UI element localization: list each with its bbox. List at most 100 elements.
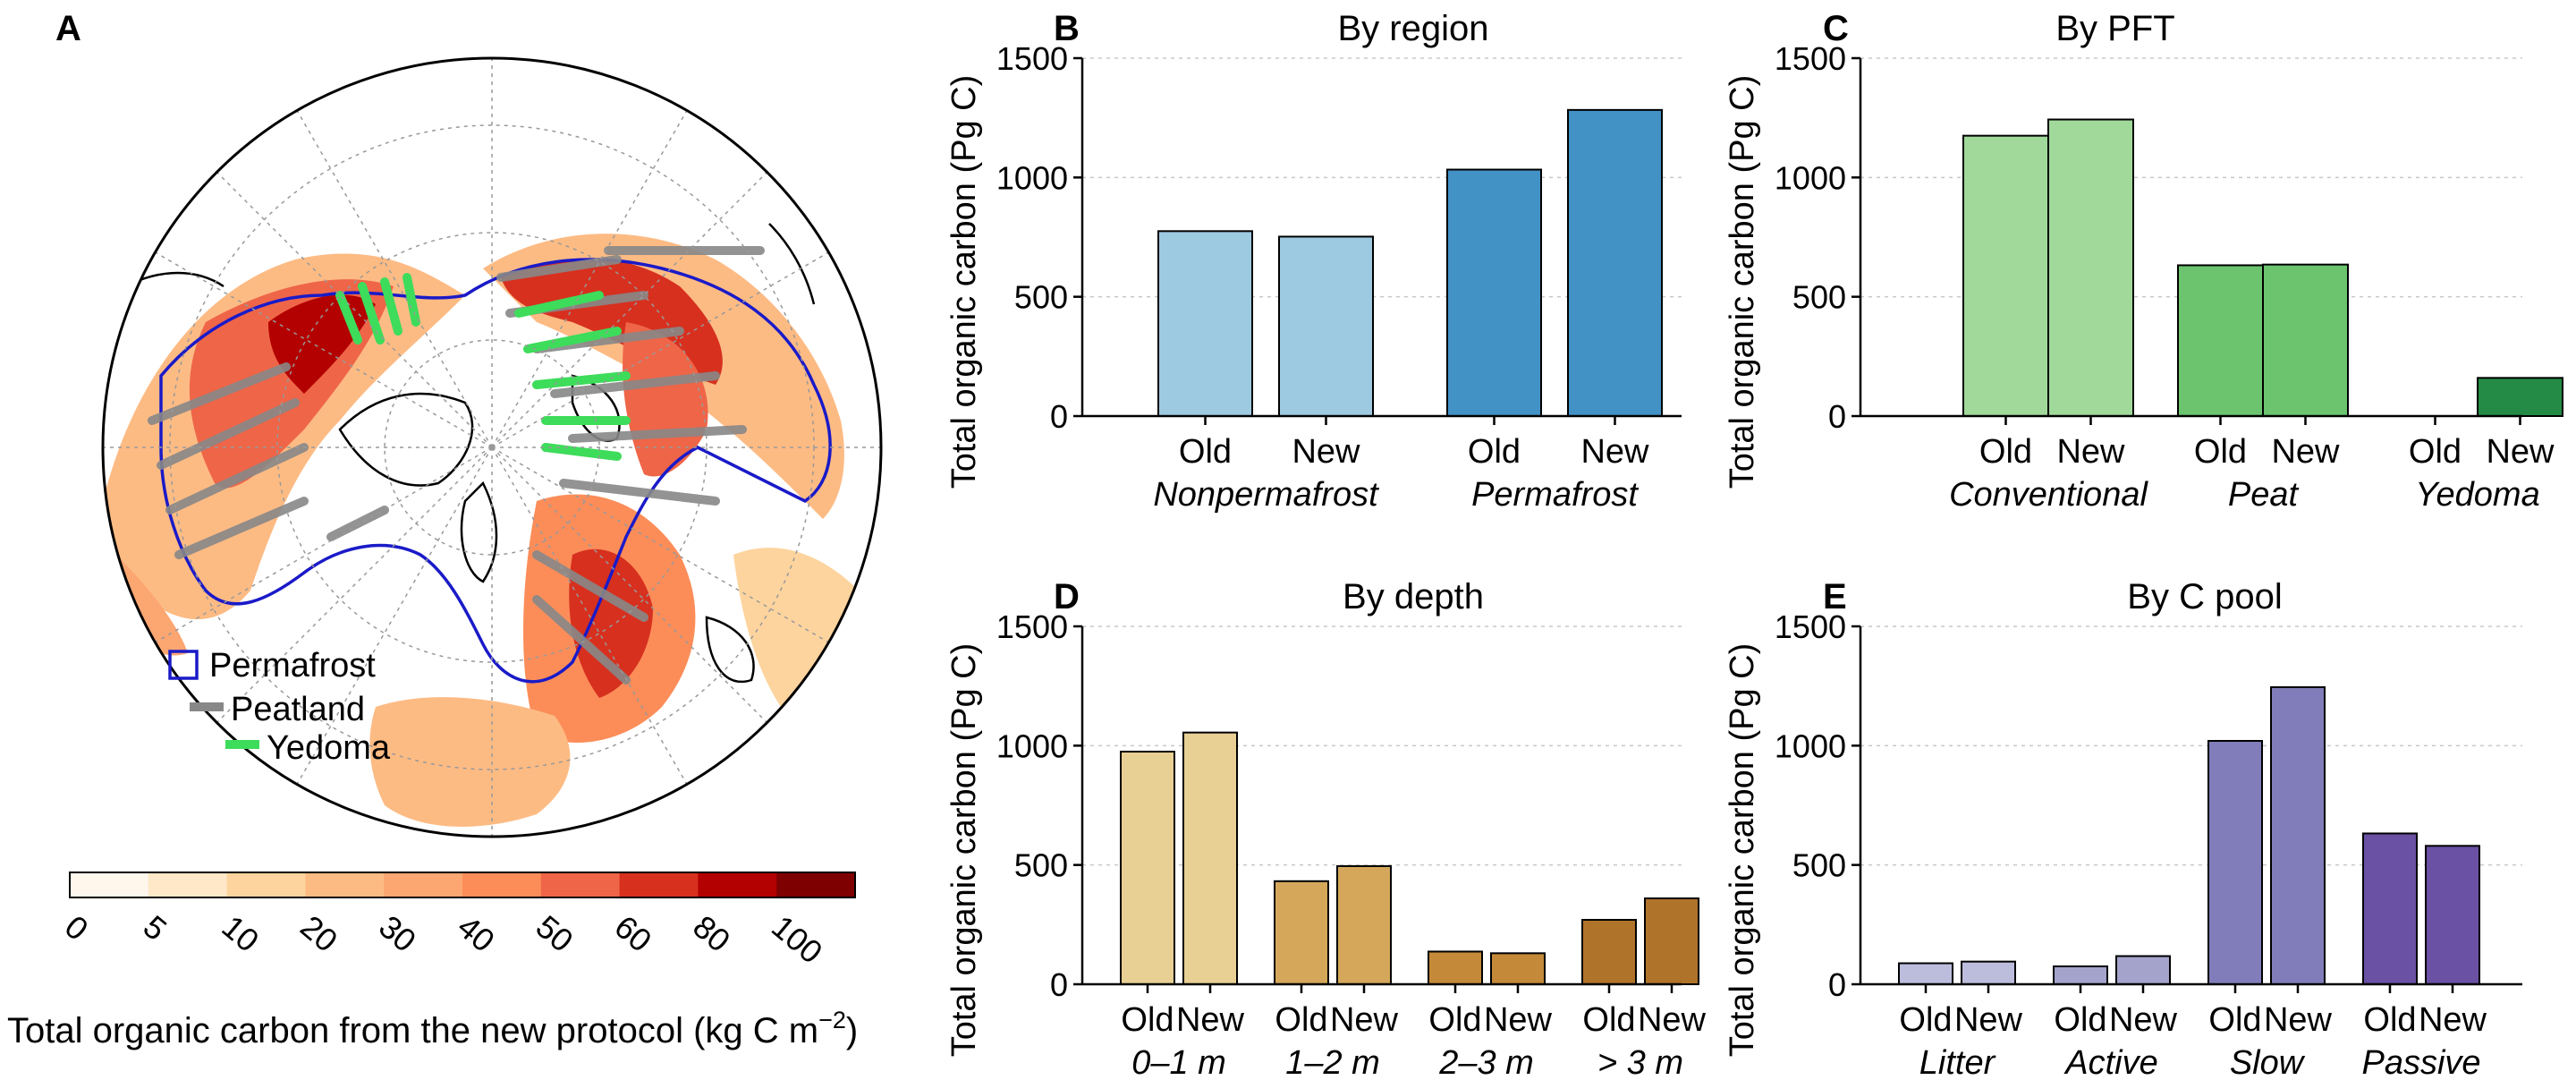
peatland-stripes — [148, 246, 765, 685]
bar — [2270, 686, 2326, 985]
y-tick-label: 1000 — [996, 727, 1068, 764]
bar-category-label: Old — [1582, 1001, 1635, 1039]
y-tick-label: 1500 — [1775, 40, 1846, 77]
bar — [1961, 960, 2016, 985]
chart-title: By region — [1338, 9, 1489, 48]
bar — [1120, 751, 1175, 985]
colorbar-tick-label: 0 — [58, 908, 96, 948]
bar — [1898, 962, 1953, 985]
bar-category-label: Old — [1121, 1001, 1174, 1039]
colorbar-segment — [70, 872, 149, 897]
y-tick-label: 1500 — [996, 608, 1068, 645]
permafrost-boundary — [159, 258, 832, 684]
bar-category-label: Old — [2363, 1001, 2416, 1039]
bar-category-label: Old — [2054, 1001, 2106, 1039]
bar-category-label: Old — [1899, 1001, 1952, 1039]
y-tick-label: 500 — [1014, 279, 1068, 316]
group-label: 0–1 m — [1131, 1044, 1226, 1080]
bar-category-label: New — [1484, 1001, 1553, 1039]
colorbar: 0 5 10 20 30 40 50 60 80 100 — [58, 872, 856, 971]
polar-map — [103, 58, 881, 837]
graticule — [103, 58, 881, 837]
bar — [1644, 897, 1699, 985]
group-label: 1–2 m — [1285, 1044, 1380, 1080]
panel-label: E — [1823, 577, 1847, 617]
chart-title: By PFT — [2055, 9, 2174, 48]
panel-label: C — [1823, 9, 1849, 48]
group-label: > 3 m — [1597, 1044, 1683, 1080]
group-label: Peat — [2228, 476, 2300, 514]
bar-category-label: Old — [1179, 433, 1232, 471]
legend-label-peatland: Peatland — [231, 691, 365, 728]
bar — [2115, 955, 2171, 985]
bar-chart-c: C By PFT Old New Conventional Old New Peat Old Ne… — [1724, 9, 2563, 514]
panel-label: B — [1054, 9, 1080, 48]
colorbar-tick-label: 80 — [686, 908, 737, 959]
y-tick-label: 1500 — [1775, 608, 1846, 645]
bar — [1490, 952, 1546, 986]
colorbar-segment — [226, 872, 306, 897]
group-label: 2–3 m — [1438, 1044, 1534, 1080]
bar — [1446, 168, 1542, 418]
y-tick-label: 500 — [1792, 279, 1846, 316]
group-label: Yedoma — [2415, 476, 2539, 514]
bar-category-label: New — [1638, 1001, 1707, 1039]
y-tick-label: 0 — [1828, 966, 1846, 1003]
group-label: Slow — [2230, 1044, 2306, 1080]
colorbar-tick-label: 60 — [607, 908, 658, 959]
y-axis-label: Total organic carbon (Pg C) — [1724, 75, 1761, 489]
bar — [2477, 377, 2563, 418]
bar-category-label: Old — [2194, 433, 2247, 471]
bar — [2425, 845, 2480, 985]
colorbar-segment — [462, 872, 542, 897]
bar-chart-b: B By region Old New Nonpermafrost Old New Perma… — [945, 9, 1682, 514]
yedoma-stripes — [335, 273, 631, 461]
bar-category-label: New — [2056, 433, 2125, 471]
bar-category-label: New — [2109, 1001, 2178, 1039]
panel-label-a: A — [55, 9, 81, 48]
bar-category-label: Old — [1275, 1001, 1327, 1039]
y-axis-label: Total organic carbon (Pg C) — [945, 75, 983, 489]
colorbar-tick-label: 5 — [137, 908, 174, 948]
bar — [1567, 108, 1663, 417]
colorbar-tick-label: 40 — [451, 908, 502, 959]
bar-category-label: New — [1580, 433, 1649, 471]
bar — [1428, 950, 1483, 986]
bar — [1278, 235, 1374, 418]
bar-category-label: New — [2264, 1001, 2333, 1039]
bar — [1182, 731, 1238, 986]
colorbar-segment — [305, 872, 385, 897]
y-tick-label: 1000 — [1775, 159, 1846, 196]
bar — [1157, 230, 1253, 418]
legend-label-yedoma: Yedoma — [267, 729, 391, 767]
bar-category-label: Old — [2208, 1001, 2261, 1039]
y-tick-label: 500 — [1792, 847, 1846, 884]
bar — [2047, 118, 2134, 418]
colorbar-tick-label: 100 — [765, 908, 829, 971]
legend-label-permafrost: Permafrost — [209, 647, 376, 685]
colorbar-segment — [698, 872, 777, 897]
bar-category-label: New — [1954, 1001, 2023, 1039]
bar — [1581, 919, 1637, 985]
group-label: Conventional — [1949, 476, 2148, 514]
colorbar-tick-label: 20 — [293, 908, 344, 959]
map-legend: Permafrost Peatland Yedoma — [168, 647, 391, 767]
group-label: Litter — [1919, 1044, 1996, 1080]
bar — [2053, 965, 2108, 985]
bar — [1336, 865, 1392, 985]
colorbar-segment — [540, 872, 621, 897]
y-tick-label: 0 — [1050, 398, 1068, 435]
bar — [1274, 880, 1329, 985]
group-label: Permafrost — [1471, 476, 1639, 514]
colorbar-segment — [384, 872, 463, 897]
chart-title: By depth — [1343, 577, 1484, 617]
colorbar-segment — [148, 872, 228, 897]
bar-category-label: Old — [1979, 433, 2032, 471]
bar — [2177, 264, 2264, 418]
y-axis-label: Total organic carbon (Pg C) — [1724, 643, 1761, 1058]
bar — [1962, 134, 2049, 418]
